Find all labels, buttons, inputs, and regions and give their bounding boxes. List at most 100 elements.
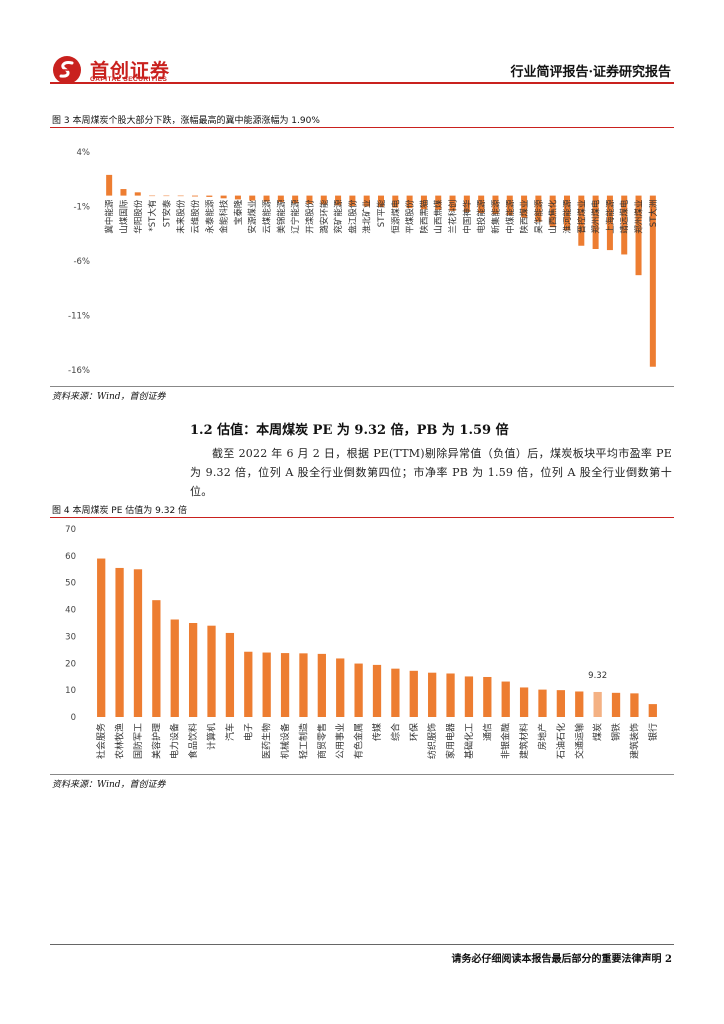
bar — [538, 689, 547, 717]
category-label: 传媒 — [371, 723, 383, 741]
category-label: 郑州煤电 — [591, 199, 602, 234]
bar — [549, 195, 556, 228]
company-logo: 首创证券 CAPITAL SECURITIES — [52, 55, 192, 85]
bar — [648, 704, 657, 717]
category-label: 开滦股份 — [304, 199, 315, 234]
bar — [446, 673, 455, 717]
bar — [207, 625, 216, 717]
bar — [535, 195, 542, 222]
category-label: 盘江股份 — [347, 199, 358, 234]
category-label: 石油石化 — [555, 723, 567, 759]
bar — [606, 195, 613, 251]
bar — [372, 664, 382, 717]
logo-mark-icon — [53, 56, 81, 84]
bar — [234, 195, 241, 200]
bar — [478, 195, 485, 214]
category-label: 汽车 — [224, 723, 236, 741]
category-label: 靖远煤电 — [619, 199, 630, 234]
category-label: ST大洲 — [648, 200, 659, 228]
bar — [263, 195, 270, 202]
bar — [592, 195, 599, 250]
bar — [170, 619, 179, 717]
bar — [206, 195, 213, 197]
category-label: 综合 — [389, 723, 401, 741]
bar — [336, 658, 345, 717]
bar — [363, 195, 370, 207]
bar — [299, 653, 308, 717]
category-label: 电力设备 — [169, 723, 181, 759]
bar — [280, 653, 290, 717]
category-label: 中国神华 — [462, 199, 473, 234]
bar — [611, 692, 621, 717]
y-tick-label: 50 — [65, 579, 76, 589]
category-label: ST平能 — [376, 199, 387, 227]
category-label: 陕西煤业 — [519, 200, 530, 234]
bar — [354, 663, 363, 717]
category-label: 山西焦煤 — [433, 199, 444, 234]
figure4-bottom-rule — [50, 774, 674, 775]
category-label: 山煤国际 — [118, 199, 129, 234]
category-label: 冀中能源 — [104, 199, 115, 234]
category-label: 社会服务 — [95, 723, 107, 759]
bar — [149, 195, 156, 197]
header-divider — [50, 82, 674, 84]
bar — [521, 195, 528, 218]
category-label: 基础化工 — [463, 723, 475, 759]
category-label: 永泰能源 — [204, 199, 215, 234]
category-label: ST安泰 — [161, 199, 172, 227]
bar — [349, 195, 356, 206]
figure4-bar-chart: 0 10 20 30 40 50 60 70 9.32 社会服务 农林牧渔 国防军工 美容护理 电力设备食… — [65, 525, 659, 759]
category-label: 美容护理 — [150, 723, 162, 759]
category-label: 建筑装饰 — [628, 723, 640, 759]
category-label: 计算机 — [206, 723, 218, 750]
report-type-label: 行业简评报告·证券研究报告 — [510, 65, 671, 80]
figure3-bottom-rule — [50, 386, 674, 387]
y-tick-label: -6% — [73, 257, 90, 267]
category-label: 美锦能源 — [276, 199, 287, 234]
y-tick-label: -1% — [73, 203, 90, 213]
category-label: 非银金融 — [500, 723, 512, 759]
y-tick-label: -11% — [68, 312, 90, 322]
category-label: 中煤能源 — [505, 199, 516, 234]
bar — [392, 195, 399, 208]
bar — [377, 195, 385, 208]
bar — [262, 652, 271, 717]
category-label: 公用事业 — [334, 723, 346, 759]
category-label: 恒源煤电 — [390, 199, 401, 234]
category-label: 环保 — [408, 723, 420, 741]
bar — [492, 195, 499, 215]
bar — [635, 195, 642, 276]
bar — [409, 670, 418, 717]
bar — [578, 195, 585, 246]
footer-divider — [50, 944, 674, 945]
category-label: 淮河能源 — [562, 199, 573, 234]
category-label: 有色金属 — [353, 723, 365, 759]
category-label: 房地产 — [536, 723, 548, 750]
data-label: 9.32 — [588, 671, 607, 681]
bar — [621, 195, 628, 255]
y-tick-label: 30 — [65, 632, 76, 642]
category-label: 轻工制造 — [297, 723, 309, 759]
figure3-bar-chart: 4% -1% -6% -11% -16% 冀中能源 山煤国际 华阳股份 *ST大有 ST安泰 未来股… — [68, 148, 659, 376]
category-label: 煤炭 — [592, 723, 604, 741]
category-label: 机械设备 — [279, 723, 291, 759]
bar — [163, 195, 170, 197]
bar — [120, 189, 127, 196]
bar — [244, 651, 253, 717]
figure4-top-rule — [50, 517, 674, 518]
category-label: 建筑材料 — [518, 723, 530, 759]
category-label: 宝泰隆 — [233, 199, 244, 225]
bar — [391, 668, 400, 717]
figure4-title: 图 4 本周煤炭 PE 估值为 9.32 倍 — [52, 506, 188, 516]
y-tick-label: 4% — [77, 148, 91, 158]
category-label: 昊华能源 — [533, 199, 544, 234]
bar — [435, 195, 442, 210]
bar — [406, 195, 413, 209]
bar — [115, 567, 124, 717]
bar — [317, 653, 326, 717]
bar — [593, 691, 602, 717]
category-label: 家用电器 — [445, 723, 457, 759]
y-tick-label: 70 — [65, 525, 76, 535]
category-label: 电子 — [242, 723, 254, 741]
bar — [152, 600, 161, 717]
